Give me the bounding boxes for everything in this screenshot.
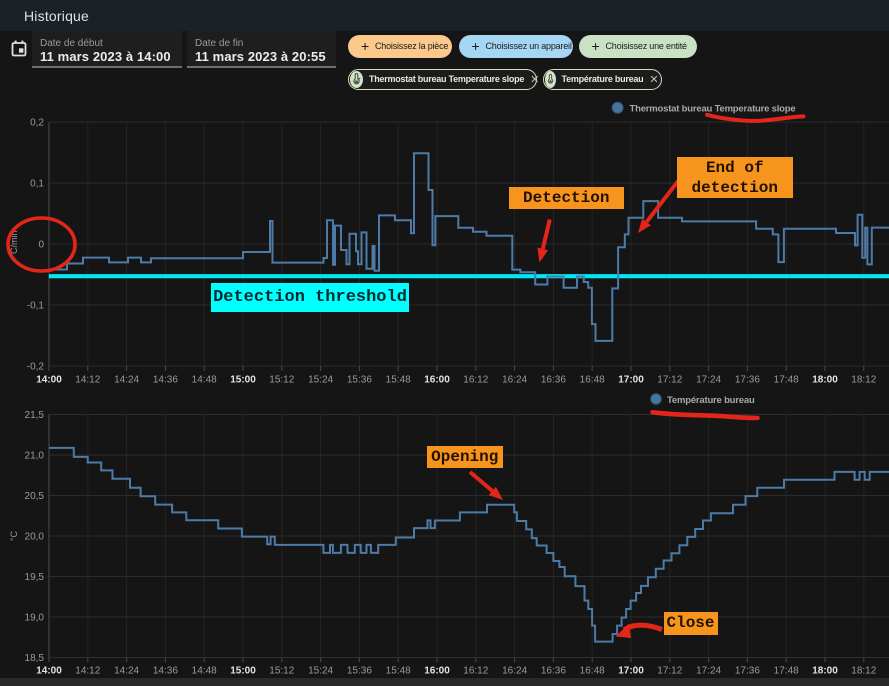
svg-text:14:12: 14:12 [75,666,100,677]
svg-text:0: 0 [38,240,44,251]
svg-text:20,5: 20,5 [25,491,45,502]
svg-text:Température bureau: Température bureau [667,395,755,406]
svg-text:15:36: 15:36 [347,666,372,677]
svg-text:21,5: 21,5 [25,410,45,421]
svg-text:16:00: 16:00 [424,666,450,677]
svg-text:14:36: 14:36 [153,375,178,386]
svg-text:15:24: 15:24 [308,375,333,386]
svg-text:16:48: 16:48 [580,666,605,677]
svg-text:Thermostat bureau Temperature: Thermostat bureau Temperature slope [630,104,796,115]
svg-text:°C/min: °C/min [9,230,19,257]
svg-text:15:12: 15:12 [269,666,294,677]
svg-text:21,0: 21,0 [25,451,45,462]
svg-text:0,2: 0,2 [30,118,44,129]
svg-text:17:24: 17:24 [696,375,721,386]
svg-text:16:24: 16:24 [502,375,527,386]
svg-text:18:12: 18:12 [851,375,876,386]
svg-text:15:36: 15:36 [347,375,372,386]
svg-text:17:36: 17:36 [735,375,760,386]
svg-text:15:48: 15:48 [386,666,411,677]
svg-text:14:36: 14:36 [153,666,178,677]
svg-text:14:12: 14:12 [75,375,100,386]
svg-text:0,1: 0,1 [30,179,44,190]
svg-text:16:36: 16:36 [541,666,566,677]
svg-text:16:12: 16:12 [463,666,488,677]
svg-text:18:12: 18:12 [851,666,876,677]
svg-text:17:36: 17:36 [735,666,760,677]
svg-text:16:36: 16:36 [541,375,566,386]
svg-text:17:12: 17:12 [657,666,682,677]
svg-text:17:12: 17:12 [657,375,682,386]
svg-text:19,5: 19,5 [25,572,45,583]
svg-text:16:00: 16:00 [424,375,450,386]
svg-text:-0,2: -0,2 [27,362,45,373]
svg-text:17:00: 17:00 [618,375,644,386]
svg-text:16:48: 16:48 [580,375,605,386]
svg-text:14:48: 14:48 [192,375,217,386]
svg-text:17:00: 17:00 [618,666,644,677]
svg-text:15:24: 15:24 [308,666,333,677]
svg-text:18:00: 18:00 [812,375,838,386]
svg-text:15:12: 15:12 [269,375,294,386]
svg-text:14:24: 14:24 [114,375,139,386]
svg-text:18,5: 18,5 [25,653,45,664]
svg-text:17:48: 17:48 [774,666,799,677]
svg-text:17:24: 17:24 [696,666,721,677]
svg-text:14:00: 14:00 [36,375,62,386]
svg-text:20,0: 20,0 [25,532,45,543]
svg-text:16:24: 16:24 [502,666,527,677]
svg-text:14:24: 14:24 [114,666,139,677]
svg-text:14:00: 14:00 [36,666,62,677]
svg-text:19,0: 19,0 [25,613,45,624]
svg-text:15:48: 15:48 [386,375,411,386]
svg-text:15:00: 15:00 [230,666,256,677]
svg-text:17:48: 17:48 [774,375,799,386]
svg-text:15:00: 15:00 [230,375,256,386]
svg-text:18:00: 18:00 [812,666,838,677]
svg-text:14:48: 14:48 [192,666,217,677]
svg-text:-0,1: -0,1 [27,301,45,312]
svg-text:16:12: 16:12 [463,375,488,386]
svg-text:°C: °C [9,530,19,541]
